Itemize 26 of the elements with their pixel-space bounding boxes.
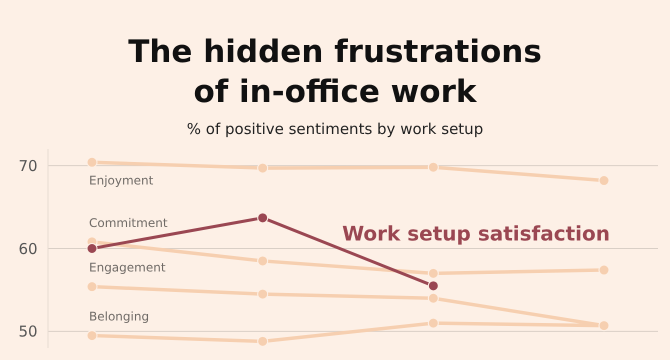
y-tick-label: 50 (18, 322, 38, 341)
point (86, 243, 98, 254)
point (428, 162, 439, 173)
y-tick-label: 70 (18, 156, 38, 175)
point (257, 288, 268, 300)
point (86, 281, 98, 292)
point (257, 212, 268, 224)
point (428, 280, 439, 292)
y-tick-label: 60 (18, 240, 38, 258)
point (257, 336, 268, 347)
series-label: Commitment (89, 216, 168, 230)
point (428, 292, 439, 304)
point (598, 175, 610, 186)
point (598, 264, 610, 276)
series-label: Belonging (89, 310, 150, 324)
series-label: Enjoyment (89, 173, 154, 188)
point (428, 318, 439, 329)
point (86, 156, 98, 168)
point (257, 162, 268, 174)
chart-title: The hidden frustrations of in-office work (128, 34, 542, 110)
chart-subtitle: % of positive sentiments by work setup (186, 120, 484, 138)
point (428, 268, 439, 279)
series-label: Work setup satisfaction (342, 222, 610, 246)
point (257, 255, 268, 266)
series-label: Engagement (89, 260, 166, 275)
point (86, 330, 98, 342)
